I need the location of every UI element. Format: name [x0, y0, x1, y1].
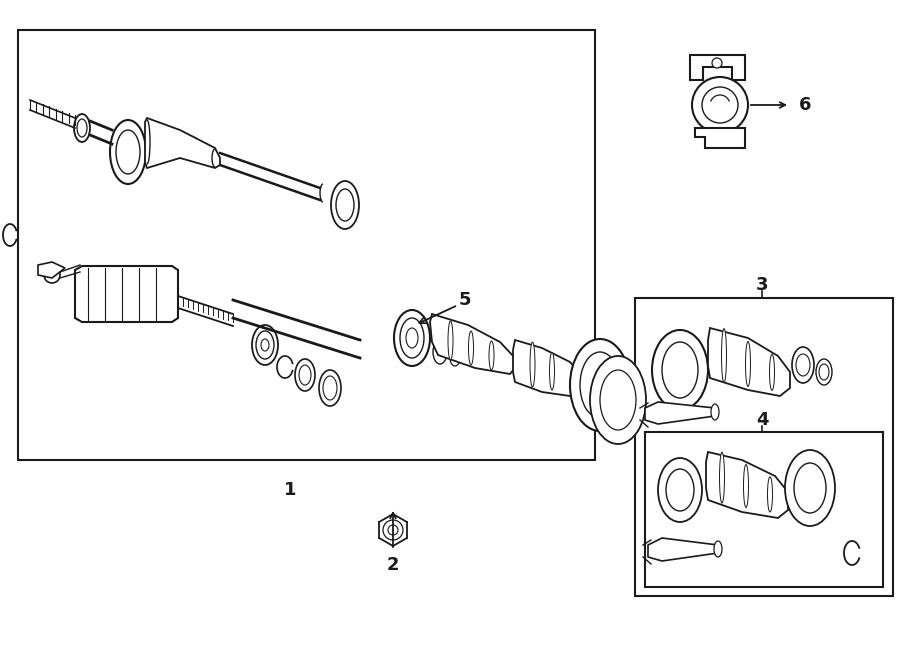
Ellipse shape [323, 376, 337, 400]
Polygon shape [75, 266, 178, 322]
Ellipse shape [719, 452, 724, 503]
Ellipse shape [794, 463, 826, 513]
Ellipse shape [714, 541, 722, 557]
Circle shape [692, 77, 748, 133]
Ellipse shape [450, 350, 460, 366]
Bar [645, 432, 883, 587]
Polygon shape [708, 328, 790, 396]
Ellipse shape [256, 331, 274, 359]
Circle shape [388, 525, 398, 535]
Ellipse shape [570, 339, 630, 431]
Ellipse shape [319, 370, 341, 406]
Polygon shape [706, 452, 788, 518]
Ellipse shape [295, 359, 315, 391]
Ellipse shape [666, 469, 694, 511]
Text: 6: 6 [799, 96, 811, 114]
Circle shape [702, 87, 738, 123]
Ellipse shape [590, 356, 646, 444]
Polygon shape [38, 262, 65, 278]
Ellipse shape [816, 359, 832, 385]
Polygon shape [695, 128, 745, 148]
Ellipse shape [770, 354, 775, 391]
Ellipse shape [406, 328, 418, 348]
Ellipse shape [600, 370, 636, 430]
Polygon shape [513, 340, 580, 396]
Ellipse shape [550, 352, 554, 390]
Ellipse shape [745, 342, 751, 387]
Ellipse shape [658, 458, 702, 522]
Text: 2: 2 [387, 556, 400, 574]
Text: 5: 5 [459, 291, 472, 309]
Ellipse shape [252, 325, 278, 365]
Ellipse shape [819, 364, 829, 380]
Ellipse shape [261, 339, 269, 351]
Polygon shape [645, 402, 715, 424]
Ellipse shape [711, 404, 719, 420]
Text: 4: 4 [756, 411, 769, 429]
Ellipse shape [796, 354, 810, 376]
Ellipse shape [768, 477, 772, 512]
Polygon shape [648, 538, 718, 561]
Circle shape [383, 520, 403, 540]
Ellipse shape [580, 352, 620, 418]
Polygon shape [145, 118, 220, 168]
Circle shape [44, 267, 60, 283]
Ellipse shape [469, 331, 473, 365]
Ellipse shape [433, 340, 447, 364]
Ellipse shape [331, 181, 359, 229]
Ellipse shape [785, 450, 835, 526]
Ellipse shape [110, 120, 146, 184]
Ellipse shape [336, 189, 354, 221]
Ellipse shape [530, 342, 535, 387]
Bar [18, 30, 595, 460]
Ellipse shape [743, 465, 749, 508]
Ellipse shape [662, 342, 698, 398]
Ellipse shape [74, 114, 90, 142]
Ellipse shape [77, 119, 87, 137]
Ellipse shape [489, 341, 494, 370]
Text: 3: 3 [756, 276, 769, 294]
Circle shape [712, 58, 722, 68]
Ellipse shape [299, 365, 311, 385]
Text: 1: 1 [284, 481, 296, 499]
Ellipse shape [394, 310, 430, 366]
Ellipse shape [116, 130, 140, 174]
Ellipse shape [792, 347, 814, 383]
Ellipse shape [722, 329, 726, 383]
Ellipse shape [652, 330, 708, 410]
Polygon shape [430, 314, 515, 374]
Polygon shape [690, 55, 745, 80]
Bar [635, 298, 893, 596]
Ellipse shape [448, 321, 453, 360]
Ellipse shape [400, 318, 424, 358]
